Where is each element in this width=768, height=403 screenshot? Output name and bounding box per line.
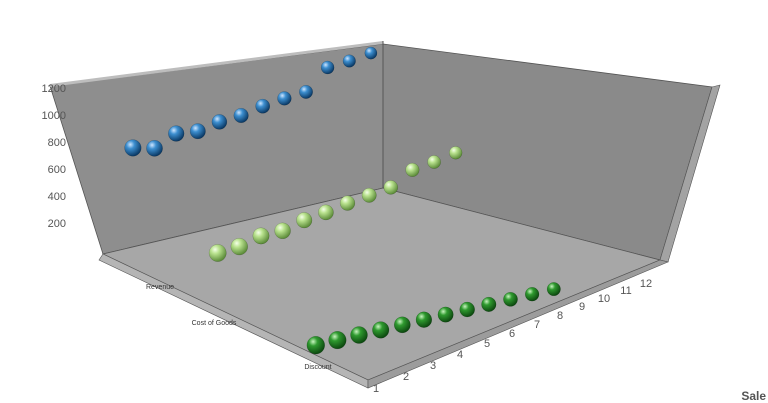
corner-label: Sale xyxy=(741,389,766,403)
x-tick-label: 7 xyxy=(534,319,540,331)
data-point xyxy=(274,222,291,240)
data-point xyxy=(277,91,292,106)
data-point xyxy=(524,287,540,302)
data-points xyxy=(124,46,561,355)
x-tick-label: 10 xyxy=(598,293,610,305)
data-point xyxy=(328,331,347,350)
x-tick-label: 8 xyxy=(557,310,563,322)
data-point xyxy=(364,46,378,60)
y-tick-label: 800 xyxy=(48,137,66,149)
y-tick-label: 1000 xyxy=(42,110,66,122)
data-point xyxy=(230,237,248,256)
data-point xyxy=(372,321,390,339)
series-1 xyxy=(208,146,463,262)
x-tick-label: 5 xyxy=(484,338,490,350)
y-tick-label: 400 xyxy=(48,191,66,203)
x-tick-label: 4 xyxy=(457,349,463,361)
data-point xyxy=(383,180,399,195)
data-point xyxy=(233,107,249,124)
data-point xyxy=(146,139,163,157)
series-2 xyxy=(306,282,561,355)
category-label: Cost of Goods xyxy=(192,320,237,327)
data-point xyxy=(320,60,335,75)
data-point xyxy=(361,187,377,203)
data-point xyxy=(427,155,441,169)
data-point xyxy=(208,244,227,262)
x-tick-label: 12 xyxy=(640,278,652,290)
data-point xyxy=(124,139,142,157)
data-point xyxy=(449,146,463,160)
data-point xyxy=(459,301,475,318)
data-point xyxy=(342,54,356,68)
x-tick-label: 2 xyxy=(403,371,409,383)
data-point xyxy=(252,227,270,245)
category-label: Discount xyxy=(304,364,331,371)
series-0 xyxy=(124,46,378,157)
y-tick-label: 1200 xyxy=(42,83,66,95)
x-tick-label: 1 xyxy=(373,383,379,395)
data-point xyxy=(255,98,271,114)
data-point xyxy=(415,311,433,328)
category-labels: Revenue Cost of Goods Discount xyxy=(146,284,332,371)
data-point xyxy=(189,123,206,140)
data-point xyxy=(503,291,518,307)
data-point xyxy=(393,316,411,334)
x-tick-label: 3 xyxy=(430,360,436,372)
x-tick-label: 6 xyxy=(509,328,515,340)
data-point xyxy=(299,84,313,99)
data-point xyxy=(481,296,497,312)
x-tick-label: 9 xyxy=(579,301,585,313)
x-tick-label: 11 xyxy=(620,285,631,297)
y-tick-label: 200 xyxy=(48,218,66,230)
data-point xyxy=(296,212,313,229)
data-point xyxy=(405,162,420,177)
y-tick-label: 600 xyxy=(48,164,66,176)
floor-front-edge-right xyxy=(367,259,669,389)
data-point xyxy=(318,204,334,221)
data-point xyxy=(350,326,368,344)
data-point xyxy=(306,336,325,355)
data-point xyxy=(437,306,454,323)
data-point xyxy=(168,125,185,142)
category-label: Revenue xyxy=(146,284,174,291)
data-point xyxy=(339,195,356,211)
data-point xyxy=(546,282,561,297)
y-axis-ticks: 200 400 600 800 1000 1200 xyxy=(42,83,66,230)
data-point xyxy=(211,114,228,130)
left-wall-top-edge xyxy=(50,41,383,87)
